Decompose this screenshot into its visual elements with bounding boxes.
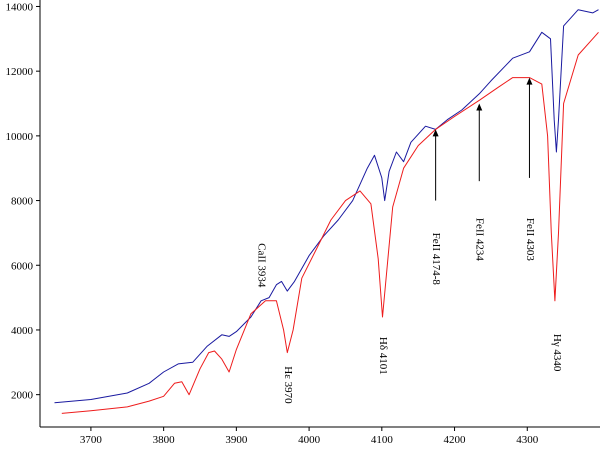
y-tick-label: 4000 (11, 325, 34, 337)
annotations-layer: CaII 3934 Hε 3970 Hδ 4101 FeII 4174-8 FeII 4… (256, 77, 563, 404)
annotation-arrow-head (432, 129, 439, 137)
series-line-2 (61, 31, 599, 414)
x-tick-label: 3900 (225, 434, 248, 446)
axes: 3700 3800 3900 4000 4100 4200 4300 2000 4000 6000… (6, 0, 600, 446)
annotation-label: FeII 4303 (524, 218, 536, 262)
y-tick-label: 8000 (11, 196, 34, 208)
y-tick-label: 10000 (6, 131, 34, 143)
y-tick-label: 2000 (11, 390, 34, 402)
x-tick-label: 4100 (371, 434, 394, 446)
series-layer (54, 9, 599, 414)
x-tick-label: 3700 (80, 434, 103, 446)
series-line-1 (54, 9, 599, 404)
annotation-label: Hδ 4101 (377, 337, 389, 375)
annotation-label: FeII 4234 (474, 218, 486, 262)
annotation-label: Hε 3970 (282, 366, 294, 404)
annotation-label: CaII 3934 (256, 243, 268, 288)
y-tick-label: 12000 (6, 66, 34, 78)
x-tick-label: 4200 (444, 434, 467, 446)
x-tick-label: 4300 (516, 434, 539, 446)
y-tick-label: 6000 (11, 260, 34, 272)
x-tick-label: 3800 (153, 434, 176, 446)
x-tick-label: 4000 (298, 434, 321, 446)
annotation-label: FeII 4174-8 (430, 233, 442, 286)
annotation-arrow-head (476, 103, 483, 111)
y-tick-label: 14000 (6, 1, 34, 13)
annotation-arrow-head (526, 77, 533, 85)
annotation-label: Hγ 4340 (551, 334, 563, 372)
